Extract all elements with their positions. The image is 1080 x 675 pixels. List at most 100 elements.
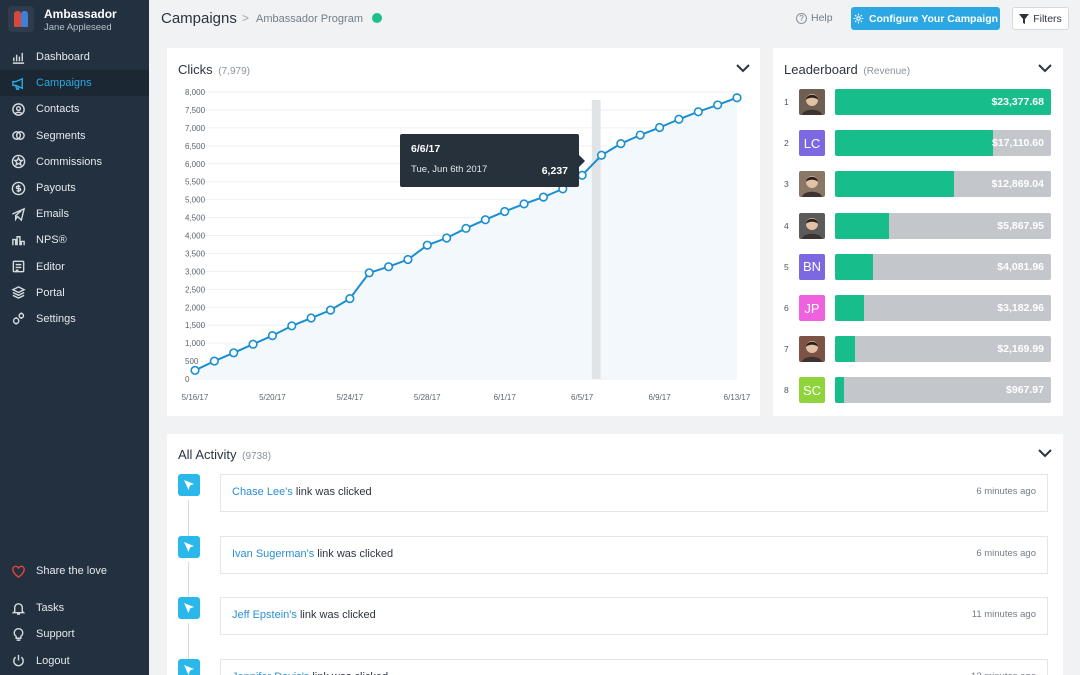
sidebar-item-dashboard[interactable]: Dashboard (0, 44, 149, 70)
activity-action: link was clicked (309, 671, 388, 675)
timeline-connector (188, 623, 189, 659)
sidebar-item-nps[interactable]: NPS® (0, 227, 149, 253)
lightbulb-icon (10, 626, 26, 642)
leaderboard-row[interactable]: 6 JP $3,182.96 (773, 295, 1063, 321)
sidebar-item-commissions[interactable]: Commissions (0, 149, 149, 175)
sidebar-item-emails[interactable]: Emails (0, 201, 149, 227)
data-point (519, 199, 529, 209)
y-tick-label: 3,500 (185, 249, 206, 258)
configure-campaign-button[interactable]: Configure Your Campaign (851, 7, 1000, 30)
user-name: Jane Appleseed (44, 22, 112, 33)
clicks-card: Clicks (7,979) 0 500 1,000 1,500 2,000 2,500 3… (167, 48, 760, 416)
y-tick-label: 7,000 (185, 124, 206, 133)
star-icon (10, 154, 26, 170)
data-point (229, 348, 239, 358)
avatar-initials: LC (803, 135, 821, 151)
clicks-title-label: Clicks (178, 62, 213, 77)
y-tick-label: 4,000 (185, 232, 206, 241)
activity-text: Ivan Sugerman's link was clicked (232, 548, 393, 560)
rank: 2 (784, 138, 789, 149)
data-point (209, 356, 219, 366)
avatar (799, 89, 825, 115)
sidebar-item-contacts[interactable]: Contacts (0, 96, 149, 122)
contact-link[interactable]: Ivan Sugerman's (232, 547, 315, 560)
avatar: SC (799, 377, 825, 404)
contact-link[interactable]: Jeff Epstein's (232, 609, 297, 621)
contact-link[interactable]: Jennifer Davis's (232, 671, 309, 675)
activity-time: 6 minutes ago (976, 547, 1036, 559)
x-tick-label: 5/16/17 (182, 393, 209, 402)
sidebar-item-label: Support (36, 628, 75, 641)
sidebar-item-label: NPS® (36, 234, 67, 247)
tooltip-date: 6/6/17 (411, 143, 441, 155)
sidebar-item-payouts[interactable]: Payouts (0, 175, 149, 201)
leaderboard-row[interactable]: 8 SC $967.97 (773, 377, 1063, 404)
data-point (325, 305, 336, 315)
revenue-bar: $12,869.04 (835, 171, 1051, 198)
sidebar-item-settings[interactable]: Settings (0, 306, 149, 332)
sidebar-item-campaigns[interactable]: Campaigns (0, 70, 149, 97)
revenue-value: $2,169.99 (997, 343, 1044, 356)
data-point (538, 192, 549, 202)
data-point (635, 130, 645, 140)
leaderboard-row[interactable]: 3 $12,869.04 (773, 171, 1063, 198)
sidebar-item-label: Contacts (36, 103, 80, 116)
activity-card: All Activity (9738) Chase Lee's link was… (167, 434, 1063, 675)
revenue-value: $4,081.96 (997, 260, 1044, 273)
x-tick-label: 5/20/17 (259, 393, 286, 402)
leaderboard-row[interactable]: 1 $23,377.68 (773, 89, 1063, 115)
activity-card-row[interactable]: Ivan Sugerman's link was clicked 6 minute… (220, 535, 1048, 574)
y-tick-label: 500 (185, 357, 199, 366)
activity-count: (9738) (242, 451, 272, 462)
data-point (693, 107, 703, 117)
rank: 5 (784, 261, 789, 272)
revenue-value: $967.97 (1006, 384, 1044, 397)
sidebar: Ambassador Jane Appleseed Dashboard Campa… (0, 0, 149, 675)
main-nav: Dashboard Campaigns Contacts Segments Commis… (0, 44, 149, 332)
avatar-photo-icon (802, 176, 822, 198)
leaderboard-row[interactable]: 5 BN $4,081.96 (773, 253, 1063, 280)
sidebar-item-share-the-love[interactable]: Share the love (0, 558, 149, 584)
help-label: Help (811, 12, 833, 24)
sidebar-item-label: Campaigns (36, 77, 92, 90)
activity-action: link was clicked (296, 609, 376, 621)
rank: 3 (784, 179, 789, 190)
activity-card-row[interactable]: Jennifer Davis's link was clicked 12 minu… (220, 658, 1048, 675)
data-point (287, 321, 297, 331)
avatar-initials: BN (802, 259, 822, 275)
header: Campaigns > Ambassador Program ? Help Co… (149, 0, 1080, 38)
dollar-icon (10, 180, 26, 196)
leaderboard-row[interactable]: 4 $5,867.95 (773, 212, 1063, 239)
leaderboard-row[interactable]: 2 LC $17,110.60 (773, 130, 1063, 157)
data-point (596, 150, 607, 160)
rank: 4 (784, 220, 789, 231)
filters-label: Filters (1033, 12, 1062, 25)
filters-button[interactable]: Filters (1012, 7, 1069, 30)
sidebar-item-segments[interactable]: Segments (0, 123, 149, 149)
leaderboard-row[interactable]: 7 $2,169.99 (773, 336, 1063, 363)
data-point (442, 233, 452, 243)
chevron-down-icon[interactable] (1038, 448, 1052, 458)
contact-link[interactable]: Chase Lee's (232, 486, 293, 498)
help-link[interactable]: ? Help (796, 12, 833, 24)
sidebar-item-label: Emails (36, 208, 70, 221)
activity-card-row[interactable]: Jeff Epstein's link was clicked 11 minute… (220, 597, 1048, 635)
clicks-line-chart: 0 500 1,000 1,500 2,000 2,500 3,000 3,500 4,000 4… (182, 88, 751, 402)
chevron-down-icon[interactable] (736, 63, 750, 73)
avatar-initials: JP (804, 300, 820, 316)
help-icon: ? (796, 12, 807, 24)
x-tick-label: 5/24/17 (337, 393, 364, 402)
chevron-down-icon[interactable] (1038, 63, 1052, 73)
chart-tooltip: 6/6/17 Tue, Jun 6th 2017 6,237 (400, 134, 585, 187)
sidebar-item-portal[interactable]: Portal (0, 280, 149, 306)
sidebar-item-logout[interactable]: Logout (0, 648, 149, 674)
activity-title-label: All Activity (178, 447, 237, 462)
power-icon (10, 653, 26, 669)
sidebar-item-editor[interactable]: Editor (0, 254, 149, 280)
sidebar-item-support[interactable]: Support (0, 621, 149, 647)
data-point (500, 206, 510, 217)
activity-card-row[interactable]: Chase Lee's link was clicked 6 minutes ag… (220, 474, 1048, 512)
revenue-bar: $3,182.96 (835, 295, 1051, 321)
sidebar-item-tasks[interactable]: Tasks (0, 595, 149, 621)
breadcrumb[interactable]: Ambassador Program (256, 13, 363, 25)
